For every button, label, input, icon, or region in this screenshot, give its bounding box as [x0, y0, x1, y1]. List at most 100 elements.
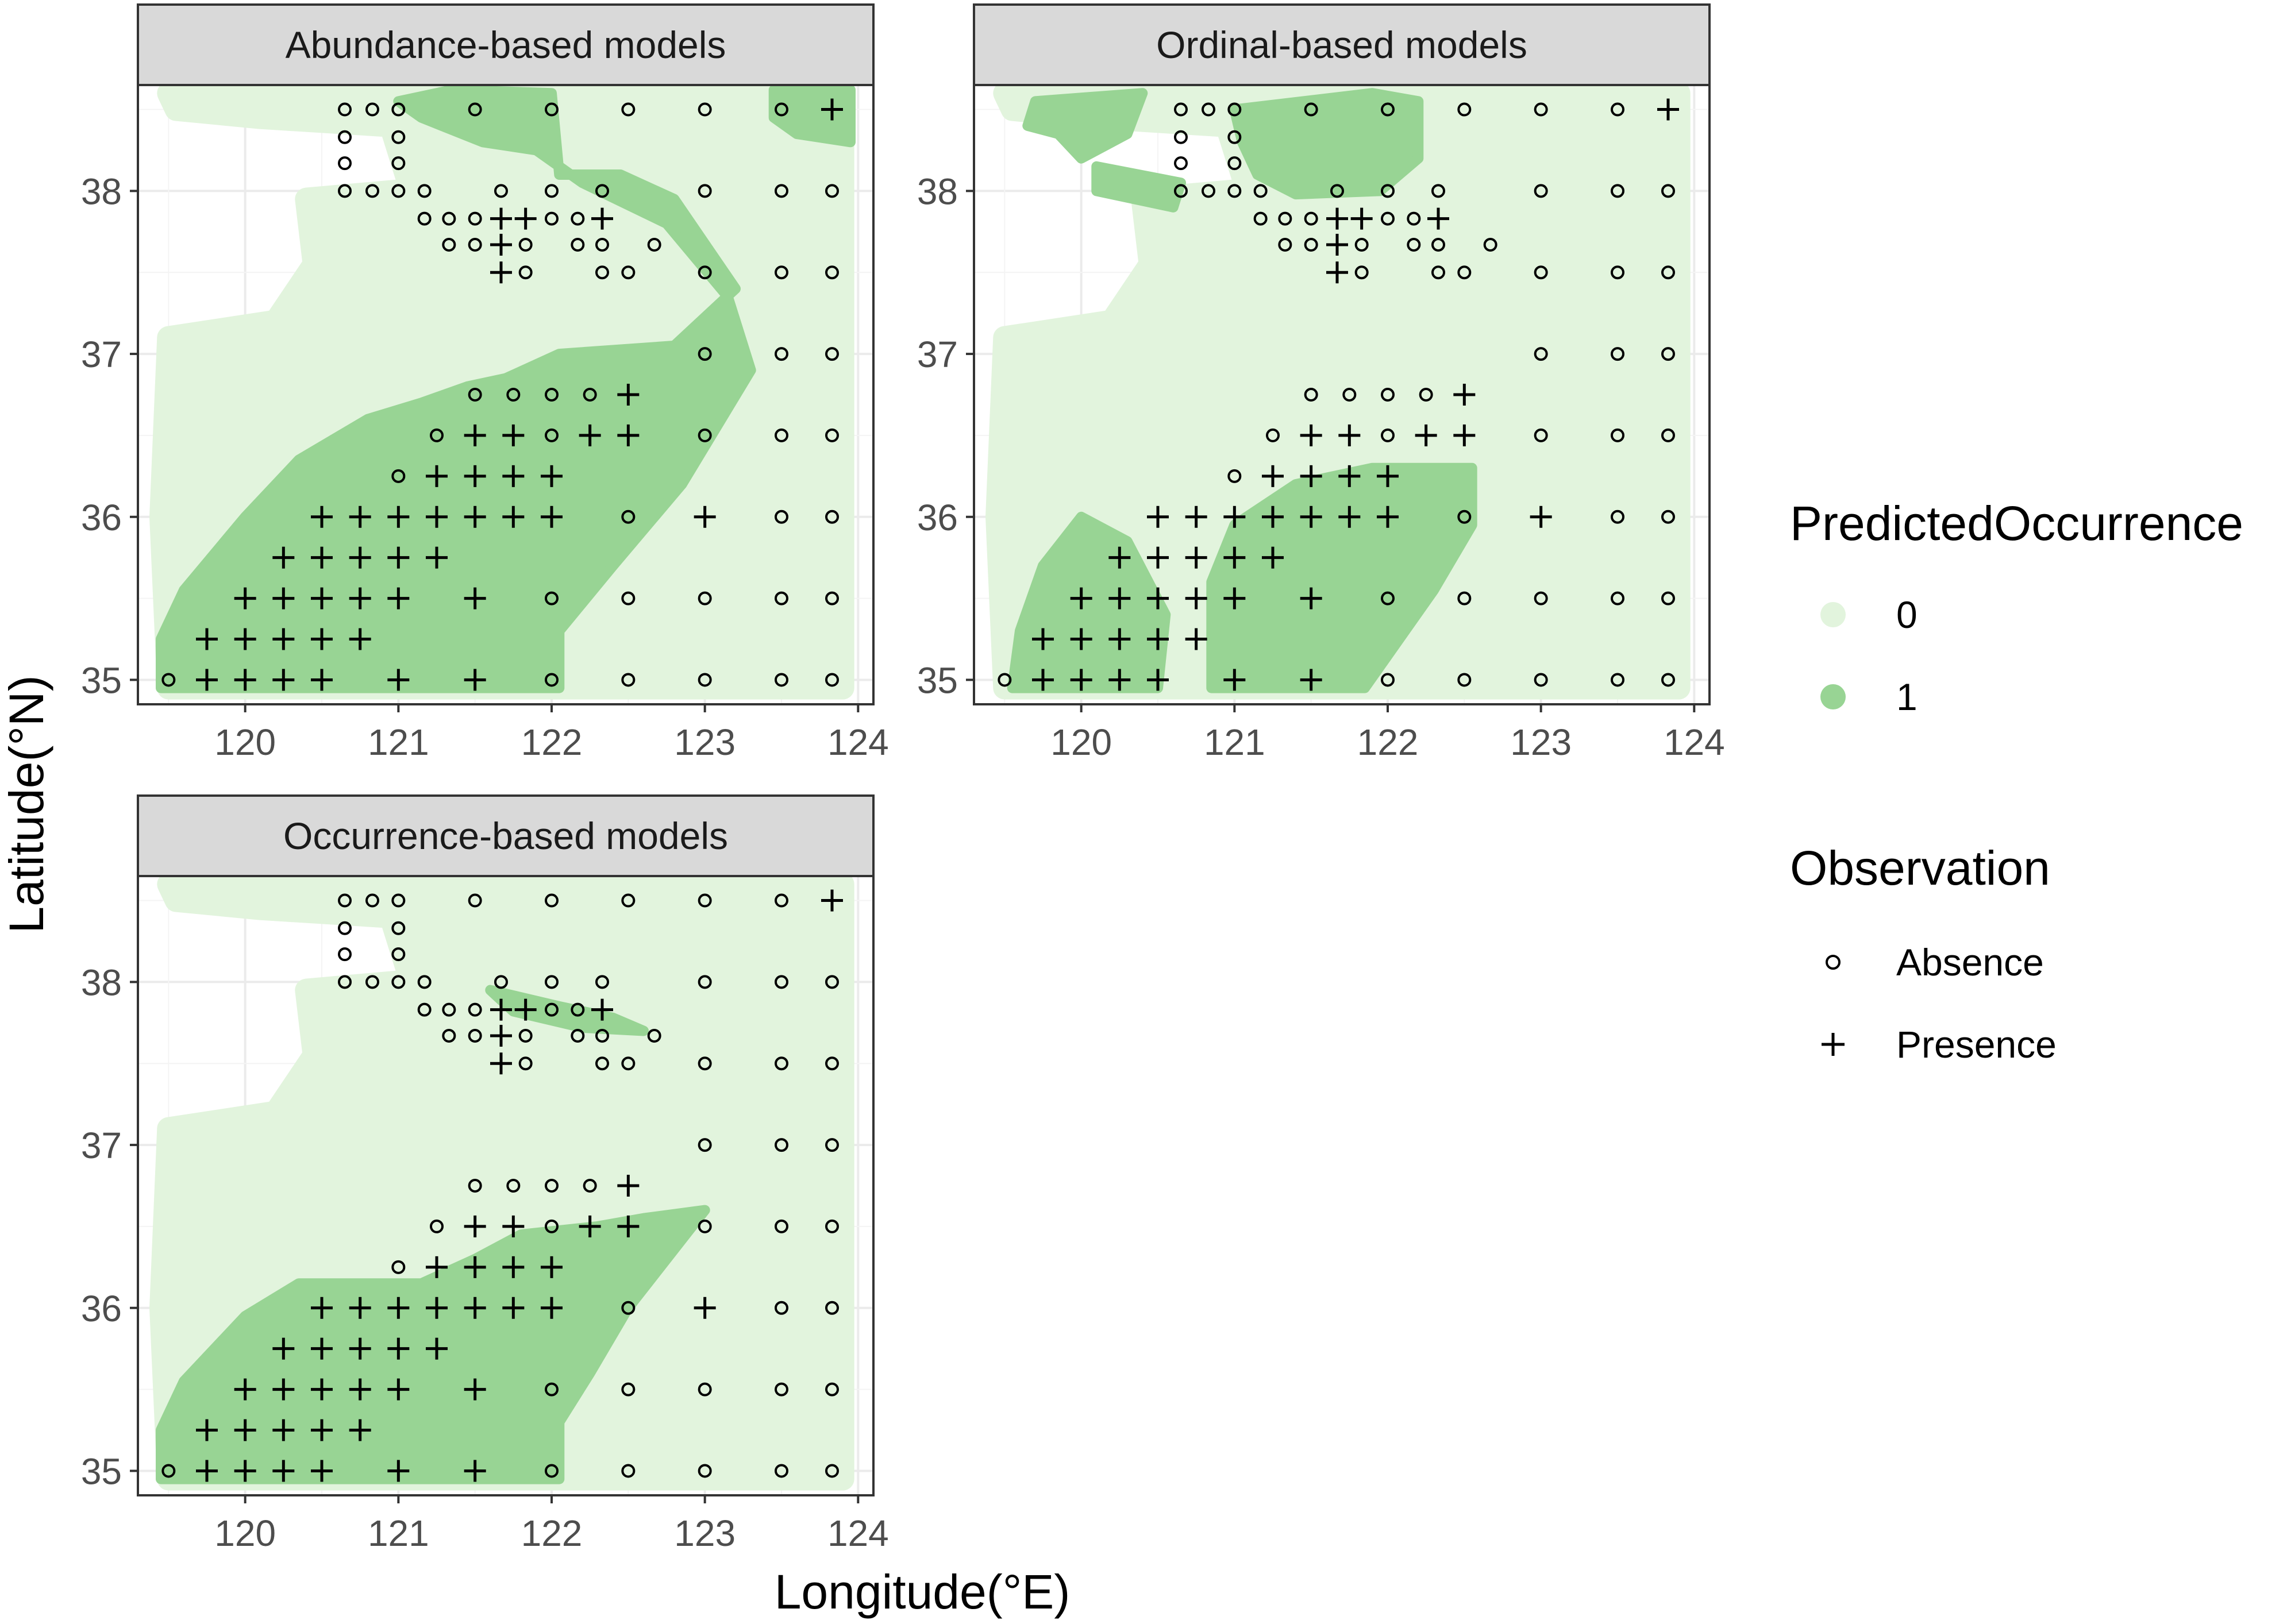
panel-border [973, 84, 1711, 705]
absence-marker [825, 1382, 839, 1397]
absence-marker [417, 211, 432, 226]
presence-marker [272, 628, 295, 650]
absence-marker [698, 184, 712, 198]
absence-marker [545, 388, 559, 402]
presence-marker [426, 1297, 448, 1319]
x-tick-label: 120 [1050, 722, 1112, 763]
presence-marker [591, 207, 613, 230]
absence-marker [365, 102, 379, 117]
absence-marker [391, 975, 406, 989]
absence-marker [621, 591, 636, 605]
absence-marker [1661, 265, 1675, 280]
absence-marker [338, 130, 352, 144]
observation-markers [161, 98, 843, 691]
presence-marker [1223, 669, 1246, 691]
presence-marker [1108, 628, 1131, 650]
absence-marker [698, 265, 712, 280]
presence-marker [311, 1337, 333, 1360]
absence-marker [1304, 238, 1318, 252]
presence-marker [1326, 207, 1348, 230]
presence-marker [694, 506, 716, 528]
presence-marker [272, 1378, 295, 1401]
presence-marker [1415, 424, 1437, 446]
absence-marker [621, 265, 636, 280]
absence-marker [1304, 211, 1318, 226]
absence-marker [391, 156, 406, 171]
absence-marker [698, 1382, 712, 1397]
presence-marker [617, 1175, 640, 1197]
absence-marker [647, 238, 661, 252]
presence-marker [502, 506, 525, 528]
absence-marker [391, 921, 406, 935]
presence-marker [426, 506, 448, 528]
absence-marker [775, 1219, 788, 1233]
presence-marker [1453, 424, 1476, 446]
absence-marker [1661, 510, 1675, 524]
presence-marker [514, 998, 537, 1021]
absence-marker [417, 184, 432, 198]
presence-marker [617, 384, 640, 406]
absence-marker [998, 673, 1012, 687]
presence-marker [272, 546, 295, 569]
absence-marker [825, 184, 839, 198]
absence-marker [775, 673, 788, 687]
absence-marker [338, 102, 352, 117]
absence-marker [595, 1029, 609, 1043]
absence-marker [698, 102, 712, 117]
absence-marker [1174, 184, 1188, 198]
y-tick-label: 36 [81, 1288, 122, 1329]
presence-marker [1147, 628, 1169, 650]
y-tick-label: 35 [81, 659, 122, 701]
absence-marker [1330, 184, 1344, 198]
presence-marker [1377, 506, 1399, 528]
presence-marker [1147, 587, 1169, 610]
absence-marker [825, 591, 839, 605]
y-tick-label: 36 [917, 497, 958, 538]
absence-marker [1534, 673, 1548, 687]
absence-marker [825, 673, 839, 687]
absence-marker [494, 975, 508, 989]
x-tick-label: 123 [674, 722, 736, 763]
x-tick-label: 121 [368, 1513, 429, 1554]
observation-markers [161, 889, 843, 1482]
presence-marker [349, 587, 371, 610]
presence-marker [311, 1419, 333, 1441]
presence-marker [387, 506, 410, 528]
absence-marker [1227, 130, 1242, 144]
absence-marker [365, 975, 379, 989]
absence-marker [1419, 388, 1433, 402]
y-tick-label: 35 [81, 1451, 122, 1492]
absence-marker [1611, 673, 1624, 687]
facet-occurrence: Occurrence-based models 120 121 122 123 124 35… [81, 794, 889, 1554]
absence-marker [583, 388, 597, 402]
absence-marker [1661, 428, 1675, 442]
absence-marker [417, 975, 432, 989]
presence-marker [464, 1215, 486, 1237]
absence-marker [365, 893, 379, 908]
absence-marker [1457, 510, 1472, 524]
facet-strip [137, 794, 875, 877]
absence-marker [571, 1002, 585, 1017]
presence-marker [1070, 669, 1092, 691]
absence-marker [430, 1219, 444, 1233]
absence-marker [1431, 184, 1445, 198]
absence-marker [775, 893, 788, 908]
absence-marker [775, 1382, 788, 1397]
absence-marker [621, 893, 636, 908]
absence-marker [468, 893, 482, 908]
presence-marker [579, 1215, 601, 1237]
absence-marker [1457, 591, 1472, 605]
presence-marker [272, 1419, 295, 1441]
presence-marker [196, 1460, 218, 1482]
x-tick-label: 121 [368, 722, 429, 763]
presence-marker [349, 1297, 371, 1319]
y-tick-label: 37 [81, 1125, 122, 1166]
absence-marker [595, 975, 609, 989]
absence-marker [698, 975, 712, 989]
legend-title-predicted: PredictedOccurrence [1790, 496, 2243, 550]
presence-marker [490, 234, 512, 256]
presence-marker [1223, 587, 1246, 610]
panel-border [137, 875, 875, 1496]
absence-marker [1253, 184, 1268, 198]
